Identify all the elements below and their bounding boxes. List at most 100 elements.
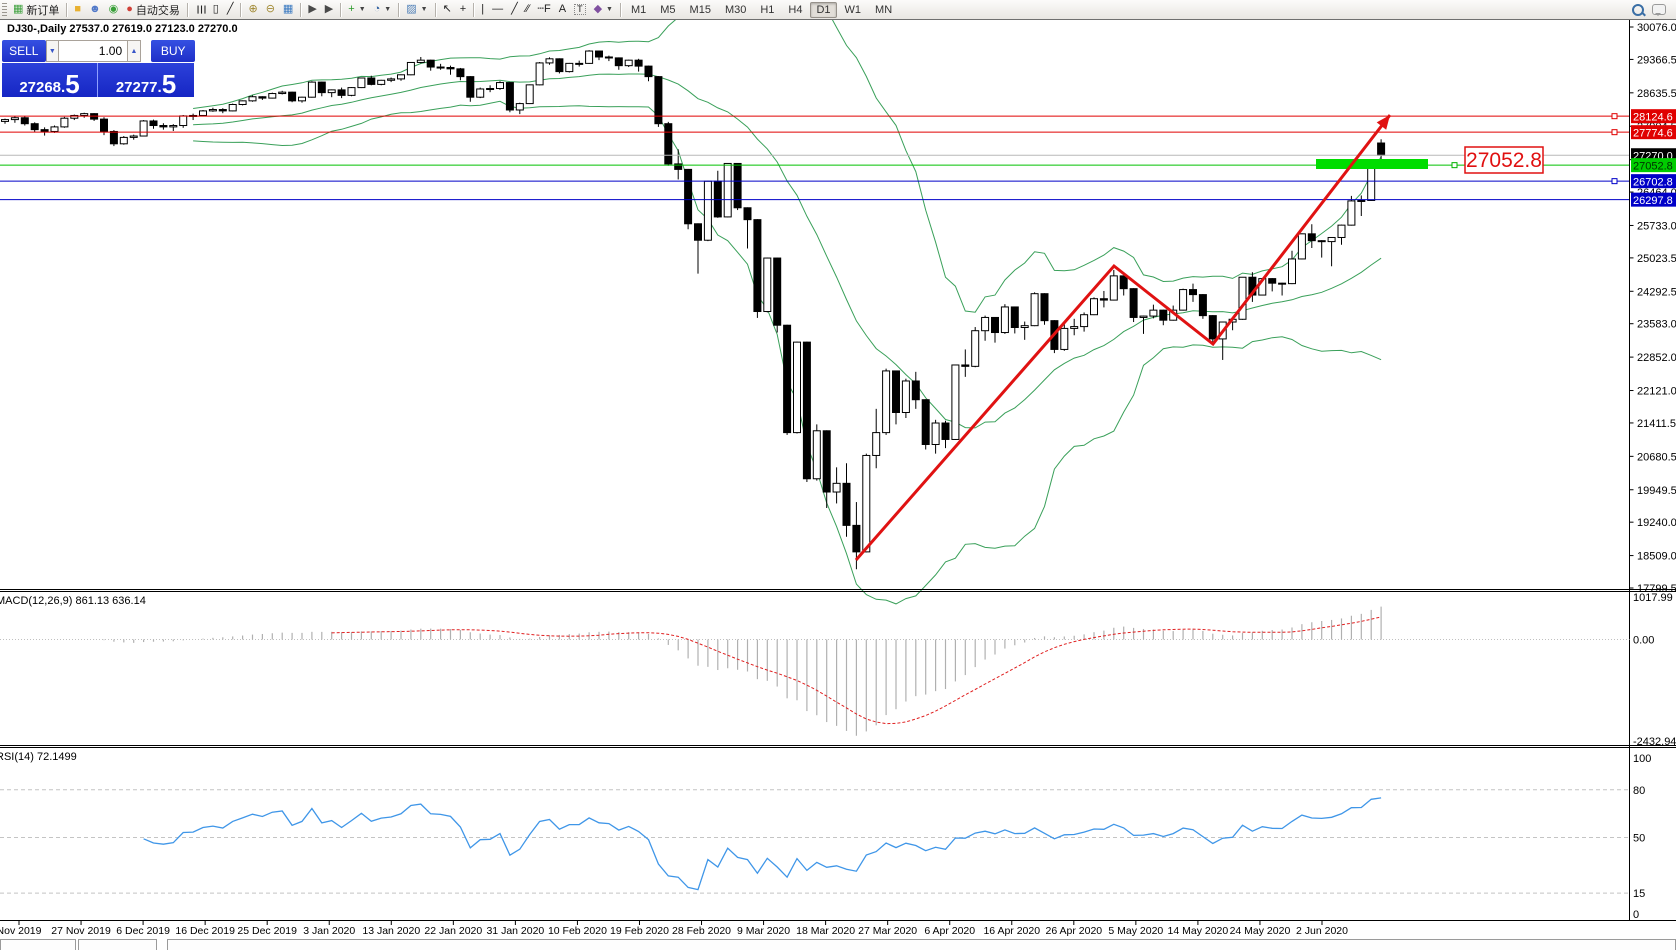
candle-body [1337, 224, 1346, 238]
profiles-icon[interactable]: ▨ ▼ [402, 1, 431, 18]
vertical-line-icon[interactable]: | [477, 1, 488, 18]
shapes-icon[interactable]: ◆ ▼ [590, 1, 617, 18]
timeframe-m30-button[interactable]: M30 [724, 3, 747, 16]
volume-up-button[interactable]: ▲ [127, 40, 141, 62]
timeframe-h1-button[interactable]: H1 [760, 3, 775, 16]
candle-body [1159, 309, 1168, 321]
volume-input[interactable]: 1.00 [59, 40, 128, 62]
candle-body [159, 125, 168, 128]
candle-body [426, 59, 435, 68]
cursor-icon[interactable]: ↖ [439, 1, 456, 18]
candle-body [1377, 142, 1386, 156]
candle-body [406, 61, 415, 76]
timeframe-m15-button[interactable]: M15 [689, 3, 711, 16]
trendline-icon[interactable]: ╱ [507, 1, 522, 18]
price-tick-label: 22852.0 [1637, 352, 1676, 364]
line-handle[interactable] [1611, 113, 1618, 120]
timeframe-mn-button[interactable]: MN [875, 3, 893, 16]
candle-body [307, 81, 316, 98]
candle-body [753, 219, 762, 313]
buy-button[interactable]: BUY [151, 40, 196, 62]
volume-down-button[interactable]: ▼ [45, 40, 60, 62]
search-icon [1632, 3, 1644, 16]
zoom-in-icon[interactable]: ⊕ [244, 1, 261, 18]
horizontal-line-icon[interactable]: — [488, 1, 507, 18]
toolbar-separator [186, 2, 188, 17]
fibonacci-icon: ┄F [537, 3, 551, 15]
crosshair-icon[interactable]: + [456, 1, 470, 18]
price-tick-label: 23583.0 [1637, 319, 1676, 331]
periodicity-icon[interactable]: ◔ ▼ [370, 1, 396, 18]
buy-price[interactable]: 27277. 5 [98, 63, 194, 97]
timeframe-h4-button[interactable]: H4 [788, 3, 803, 16]
signal-icon[interactable]: ◉ [105, 1, 123, 18]
candle-body [347, 87, 356, 96]
toolbar-separator [434, 2, 436, 17]
fibonacci-icon[interactable]: ┄F [533, 1, 554, 18]
auto-trading-button-label: 自动交易 [135, 4, 180, 17]
deposit-icon[interactable]: ■ [70, 1, 85, 18]
price-badge-label: 26702.8 [1633, 177, 1673, 189]
candle-body [1099, 298, 1108, 301]
rsi-tick-label: 100 [1633, 753, 1651, 765]
toolbar-separator [619, 2, 621, 17]
zoom-out-icon[interactable]: ⊖ [262, 1, 279, 18]
candle-body [436, 66, 445, 69]
line-handle[interactable] [1611, 178, 1618, 185]
timeframe-w1-button[interactable]: W1 [844, 3, 862, 16]
sell-button[interactable]: SELL [2, 40, 46, 62]
buy-price-main: 27277. [115, 79, 162, 96]
price-tick-label: 24292.5 [1637, 286, 1676, 298]
search-icon[interactable] [1628, 1, 1648, 18]
sell-price[interactable]: 27268. 5 [2, 63, 98, 97]
candle-body [496, 82, 504, 90]
timeframe-m1-button[interactable]: M1 [630, 3, 647, 16]
candle-body [604, 56, 613, 59]
text-icon[interactable]: A [555, 1, 570, 18]
macd-tick-label: 1017.99 [1633, 592, 1673, 604]
candle-body [169, 125, 178, 128]
chart-shift-icon[interactable]: ▶ [321, 1, 337, 18]
new-chart-icon: + [348, 3, 355, 15]
auto-trading-button[interactable]: ● 自动交易 [122, 1, 184, 18]
toolbar-separator [340, 2, 342, 17]
equidistant-channel-icon[interactable]: ∕∕ [522, 1, 534, 18]
line-handle[interactable] [1451, 162, 1458, 169]
new-order-button[interactable]: ▦ 新订单 [9, 1, 63, 18]
price-tick-label: 25733.0 [1637, 220, 1676, 232]
price-annotation-box[interactable] [1464, 146, 1544, 174]
timeframe-m5-button[interactable]: M5 [660, 3, 676, 16]
caret-down-icon: ▼ [606, 6, 613, 13]
candle-body [446, 66, 455, 70]
candle-body [1288, 258, 1296, 285]
date-tick-label: 19 Feb 2020 [610, 925, 669, 937]
line-chart-icon[interactable]: ╱ [223, 1, 238, 18]
auto-scroll-icon[interactable]: ▶ [304, 1, 320, 18]
candle-body [1179, 289, 1188, 311]
candle-body [862, 454, 871, 553]
bar-chart-icon: ☰ [194, 4, 207, 15]
contacts-icon[interactable]: ☻ [85, 1, 105, 18]
chat-icon[interactable] [1648, 1, 1670, 18]
price-tick-label: 19240.0 [1637, 517, 1676, 529]
candle-body [1149, 309, 1158, 317]
candle-body [238, 100, 247, 106]
new-chart-icon[interactable]: + ▼ [344, 1, 369, 18]
candle-body [1347, 200, 1356, 226]
date-tick-label: 24 May 2020 [1230, 925, 1291, 937]
tile-windows-icon[interactable]: ▦ [279, 1, 297, 18]
candle-body [1139, 315, 1148, 318]
candle-chart-icon[interactable]: ▯ [209, 1, 223, 18]
highlight-rectangle[interactable] [1316, 159, 1428, 169]
line-handle[interactable] [1611, 129, 1618, 136]
label-icon[interactable]: T [570, 1, 590, 18]
price-badge [1631, 109, 1676, 124]
trend-zigzag [854, 114, 1392, 561]
candle-body [317, 81, 326, 94]
candle-body [1357, 199, 1366, 202]
candle-body [20, 117, 29, 125]
bar-chart-icon[interactable]: ☰ [191, 1, 209, 18]
candle-body [258, 96, 267, 99]
timeframe-d1-button[interactable]: D1 [810, 1, 837, 18]
